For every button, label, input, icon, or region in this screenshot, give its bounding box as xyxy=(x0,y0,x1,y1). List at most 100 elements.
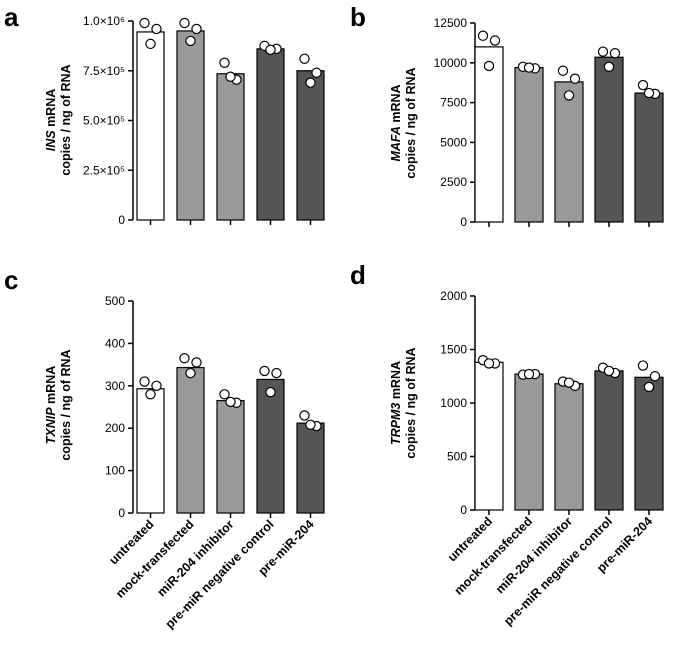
data-point xyxy=(145,38,156,50)
data-point xyxy=(523,368,535,380)
data-point xyxy=(603,61,615,72)
bar-untreated xyxy=(474,46,504,223)
y-tick-label: 500 xyxy=(447,450,467,464)
y-axis-label-unit: mRNA xyxy=(44,89,58,131)
bar-mir-204-inhibitor xyxy=(554,81,584,223)
bar-pre-mir-negative-control xyxy=(594,56,624,223)
data-point xyxy=(271,367,282,379)
data-point xyxy=(311,67,322,78)
bar-pre-mir-204 xyxy=(296,422,325,514)
y-tick-label: 10000 xyxy=(434,56,468,70)
bar-pre-mir-204 xyxy=(634,376,664,511)
bar-untreated xyxy=(474,361,504,511)
y-axis-label-line2: copies / ng of RNA xyxy=(59,349,73,460)
bar-mock-transfected xyxy=(176,30,205,221)
bar-mir-204-inhibitor xyxy=(216,400,245,514)
data-point xyxy=(191,357,202,368)
data-point xyxy=(185,367,196,379)
y-tick-label: 5.0×10⁵ xyxy=(83,114,125,128)
panel-letter: b xyxy=(350,2,366,32)
data-point xyxy=(179,353,190,364)
y-axis-label-gene: TRPM3 xyxy=(389,403,403,445)
y-tick-label: 400 xyxy=(105,336,125,350)
y-tick-label: 7.5×10⁵ xyxy=(83,64,125,78)
y-tick-label: 12500 xyxy=(434,16,468,30)
data-point xyxy=(609,48,621,59)
y-tick-label: 500 xyxy=(105,294,125,308)
data-point xyxy=(569,73,581,84)
bar-mir-204-inhibitor xyxy=(554,383,584,511)
data-point xyxy=(477,30,489,41)
panel-letter: d xyxy=(350,260,366,290)
data-point xyxy=(637,360,649,371)
bar-mock-transfected xyxy=(514,66,544,223)
data-point xyxy=(305,419,316,431)
data-point xyxy=(597,46,609,57)
data-point xyxy=(151,23,162,35)
panel-d: d TRPM3 mRNAcopies / ng of RNA 0 500 1000 150… xyxy=(350,260,664,628)
data-point xyxy=(563,90,575,101)
y-tick-label: 7500 xyxy=(440,96,467,110)
data-point xyxy=(265,386,276,398)
data-point xyxy=(299,53,310,65)
y-axis-label-line2: copies / ng of RNA xyxy=(59,64,73,175)
y-axis-label: TRPM3 mRNAcopies / ng of RNA xyxy=(389,347,418,458)
bar-mock-transfected xyxy=(176,366,205,514)
data-point xyxy=(489,35,501,46)
data-point xyxy=(259,365,270,377)
panel-letter: a xyxy=(4,2,19,32)
panel-a: a INS mRNAcopies / ng of RNA 0 2.5×10⁵ 5.0×1… xyxy=(4,2,325,227)
bar-pre-mir-204 xyxy=(634,92,664,223)
bar-pre-mir-negative-control xyxy=(256,48,285,221)
y-tick-label: 0 xyxy=(118,506,125,520)
y-axis-label-gene: MAFA xyxy=(389,126,403,161)
data-point xyxy=(219,57,230,68)
y-axis-label-gene: TXNIP xyxy=(44,407,58,444)
y-tick-label: 0 xyxy=(460,503,467,517)
data-point xyxy=(643,87,655,99)
y-tick-label: 2.5×10⁵ xyxy=(83,163,125,177)
data-point xyxy=(151,380,162,391)
y-tick-label: 1500 xyxy=(440,343,467,357)
bar-untreated xyxy=(136,31,165,221)
data-point xyxy=(483,60,495,72)
data-point xyxy=(637,79,649,91)
y-axis-label: TXNIP mRNAcopies / ng of RNA xyxy=(44,349,73,460)
data-point xyxy=(185,35,196,47)
data-point xyxy=(139,17,150,29)
data-point xyxy=(225,396,236,408)
bar-pre-mir-negative-control xyxy=(594,370,624,511)
y-axis-label-line2: copies / ng of RNA xyxy=(404,347,418,458)
data-point xyxy=(191,23,202,35)
y-tick-label: 2500 xyxy=(440,175,467,189)
y-axis-label-gene: INS xyxy=(44,130,58,152)
data-point xyxy=(523,62,535,73)
bar-untreated xyxy=(136,388,165,514)
data-point xyxy=(139,376,150,387)
y-axis-label-unit: mRNA xyxy=(389,361,403,403)
y-axis-label: INS mRNAcopies / ng of RNA xyxy=(44,64,73,175)
data-point xyxy=(219,389,230,400)
data-point xyxy=(643,381,655,393)
y-tick-label: 300 xyxy=(105,379,125,393)
y-tick-label: 1.0×10⁶ xyxy=(83,14,125,28)
y-axis-label-unit: mRNA xyxy=(44,366,58,408)
bar-pre-mir-negative-control xyxy=(256,378,285,514)
y-axis-label-unit: mRNA xyxy=(389,84,403,126)
data-point xyxy=(179,17,190,29)
bar-mir-204-inhibitor xyxy=(216,73,245,221)
y-tick-label: 0 xyxy=(118,213,125,227)
panel-c: c TXNIP mRNAcopies / ng of RNA 0 100 200 300 4… xyxy=(4,265,325,631)
data-point xyxy=(225,71,236,82)
y-axis-label: MAFA mRNAcopies / ng of RNA xyxy=(389,67,418,178)
data-point xyxy=(483,358,495,369)
data-point xyxy=(563,377,575,388)
data-point xyxy=(145,389,156,400)
data-point xyxy=(265,44,276,56)
data-point xyxy=(649,371,661,382)
y-tick-label: 1000 xyxy=(440,396,467,410)
panel-letter: c xyxy=(4,265,18,295)
y-tick-label: 200 xyxy=(105,421,125,435)
bar-pre-mir-204 xyxy=(296,70,325,221)
y-tick-label: 2000 xyxy=(440,289,467,303)
